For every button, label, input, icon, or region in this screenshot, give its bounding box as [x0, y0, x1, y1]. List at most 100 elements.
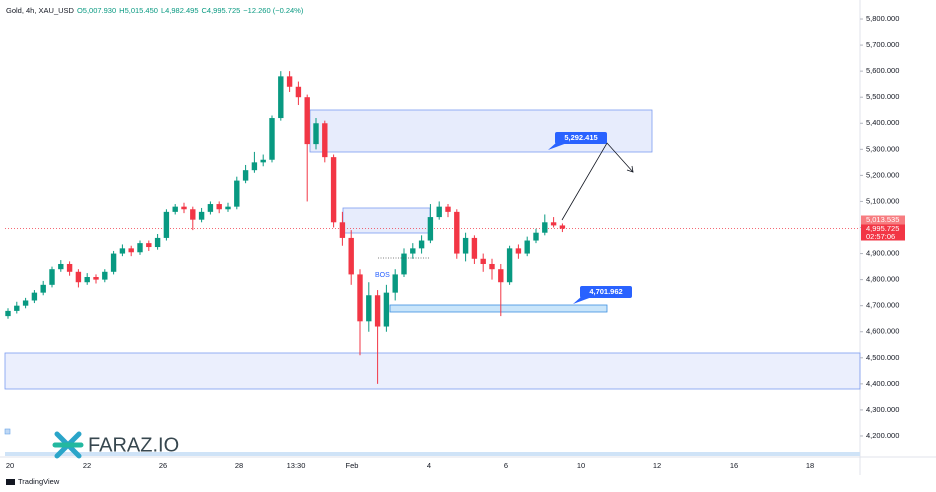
candle-body — [5, 310, 11, 317]
low: L4,982.495 — [161, 6, 199, 15]
zone — [389, 304, 608, 313]
candle-body — [260, 159, 266, 163]
x-tick-label: 13:30 — [287, 461, 306, 470]
watermark-logo: FARAZ.IO — [52, 431, 179, 459]
candle-body — [22, 300, 29, 306]
high: H5,015.450 — [119, 6, 158, 15]
x-tick-label: 10 — [577, 461, 585, 470]
candle-body — [559, 225, 566, 229]
tv-logo: TradingView — [6, 477, 60, 486]
candle-body — [216, 204, 222, 210]
x-tick-label: 4 — [427, 461, 431, 470]
header: Gold, 4h, XAU_USD O5,007.930 H5,015.450 L4,… — [6, 6, 304, 15]
y-tick-label: 4,600.000 — [866, 327, 899, 336]
symbol: Gold, 4h, XAU_USD — [6, 6, 75, 15]
candle-body — [339, 222, 346, 238]
candle-body — [154, 237, 161, 248]
callout-label: 4,701.962 — [589, 287, 622, 296]
candle-body — [93, 277, 99, 280]
y-tick-label: 4,300.000 — [866, 405, 899, 414]
y-tick-label: 5,300.000 — [866, 144, 899, 153]
candle-body — [146, 243, 152, 248]
bos-label: BOS — [375, 272, 390, 279]
candle-body — [410, 248, 416, 254]
x-tick-label: 26 — [159, 461, 167, 470]
zone-marker — [4, 428, 11, 435]
y-tick-label: 5,200.000 — [866, 170, 899, 179]
y-tick-label: 4,800.000 — [866, 275, 899, 284]
bottom-zone — [5, 452, 860, 456]
open: O5,007.930 — [77, 6, 116, 15]
candle-body — [102, 271, 108, 280]
candle-body — [295, 86, 302, 98]
candle-body — [436, 206, 442, 218]
candle-body — [172, 206, 178, 212]
y-tick-label: 5,600.000 — [866, 66, 899, 75]
x-tick-label: 22 — [83, 461, 91, 470]
candle-body — [66, 263, 73, 272]
y-tick-label: 5,100.000 — [866, 196, 899, 205]
x-tick-label: 12 — [653, 461, 661, 470]
y-tick-label: 4,200.000 — [866, 431, 899, 440]
y-tick-label: 4,400.000 — [866, 379, 899, 388]
candle-body — [128, 248, 134, 253]
candle-body — [110, 253, 117, 272]
candle-body — [357, 274, 363, 322]
candle-body — [163, 211, 170, 238]
candle-body — [31, 292, 38, 301]
candle-body — [278, 76, 284, 119]
price-tag — [861, 215, 905, 225]
y-tick-label: 4,500.000 — [866, 353, 899, 362]
candle-body — [506, 248, 513, 283]
candle-body — [198, 211, 205, 220]
candle-body — [366, 295, 372, 322]
candle-body — [242, 170, 249, 181]
callout-label: 5,292.415 — [564, 133, 597, 142]
candle-body — [427, 217, 434, 241]
candle-body — [383, 292, 390, 327]
candle-body — [374, 295, 381, 327]
y-tick-label: 5,500.000 — [866, 92, 899, 101]
candle-body — [445, 206, 451, 212]
watermark: FARAZ.IO — [88, 434, 179, 456]
callout — [555, 132, 607, 144]
candle-body — [480, 258, 486, 264]
price-tag-label: 5,013.535 — [866, 215, 899, 224]
candle-body — [40, 284, 46, 293]
candle-body — [498, 269, 504, 283]
candle-body — [392, 274, 398, 293]
countdown: 02:57:06 — [866, 232, 895, 241]
candle-body — [119, 248, 126, 254]
candle-body — [49, 269, 55, 285]
candle-body — [137, 243, 143, 253]
candle-body — [190, 209, 196, 220]
candle-body — [313, 123, 319, 145]
y-tick-label: 5,400.000 — [866, 118, 899, 127]
candle-body — [489, 263, 495, 270]
zone — [342, 207, 431, 234]
candle-body — [251, 162, 258, 171]
x-tick-label: 20 — [6, 461, 14, 470]
countdown-bg — [861, 232, 905, 241]
candle-body — [286, 76, 293, 87]
close: C4,995.725 — [202, 6, 241, 15]
y-tick-label: 5,700.000 — [866, 40, 899, 49]
projection-arrow — [561, 142, 634, 221]
candle-body — [462, 237, 469, 254]
candle-body — [524, 240, 530, 254]
zone — [309, 109, 653, 153]
arrow-head — [626, 165, 634, 173]
y-tick-label: 4,900.000 — [866, 249, 899, 258]
candle-body — [330, 157, 337, 223]
candle-body — [418, 240, 425, 249]
candle-body — [14, 305, 20, 311]
callout — [580, 286, 632, 298]
candle-body — [471, 237, 478, 259]
candle-body — [225, 206, 231, 210]
candle-body — [401, 253, 407, 275]
candle-body — [348, 237, 354, 275]
candle-body — [304, 97, 310, 145]
candle-body — [234, 180, 240, 207]
candle-body — [550, 222, 557, 226]
